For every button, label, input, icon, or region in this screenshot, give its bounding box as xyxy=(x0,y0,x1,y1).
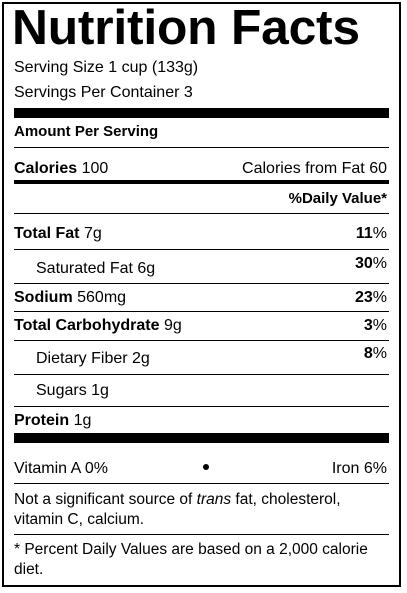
dv-percent: % xyxy=(372,317,387,334)
nutrient-amount: 560mg xyxy=(77,289,127,306)
dv-value: 8 xyxy=(363,345,373,362)
servings-per-container-row: Servings Per Container 3 xyxy=(14,84,193,102)
nutrient-row-dietary-fiber: Dietary Fiber 2g xyxy=(36,350,150,368)
divider-thin xyxy=(14,483,389,484)
label-title: Nutrition Facts xyxy=(12,1,360,55)
footnote-daily-values: * Percent Daily Values are based on a 2,… xyxy=(14,541,368,578)
serving-size-label: Serving Size xyxy=(14,59,104,76)
calories-value: 100 xyxy=(81,160,109,177)
vitamin-a: Vitamin A 0% xyxy=(14,460,108,477)
nutrient-name: Total Fat xyxy=(14,225,80,242)
divider-thick xyxy=(14,108,389,118)
divider-thick xyxy=(14,433,389,443)
nutrient-row-total-fat: Total Fat 7g xyxy=(14,225,102,243)
nutrient-dv-dietary-fiber: 8% xyxy=(364,345,387,363)
nutrient-amount: 6g xyxy=(137,260,156,277)
serving-size-value: 1 cup (133g) xyxy=(108,59,199,76)
dv-percent: % xyxy=(372,345,387,362)
footnote-text: Not a significant source of xyxy=(14,491,197,508)
calories-from-fat-value: 60 xyxy=(369,160,387,177)
nutrient-row-total-carbohydrate: Total Carbohydrate 9g xyxy=(14,317,182,335)
nutrient-amount: 1g xyxy=(91,382,109,399)
nutrient-row-sugars: Sugars 1g xyxy=(36,382,109,400)
calories-from-fat-label: Calories from Fat xyxy=(242,160,365,177)
dv-percent: % xyxy=(372,225,387,242)
nutrient-dv-saturated-fat: 30% xyxy=(355,255,387,273)
calories-label: Calories xyxy=(14,160,78,177)
divider-thin xyxy=(14,374,389,375)
dv-percent: % xyxy=(372,289,387,306)
nutrition-facts-label: Nutrition Facts Serving Size 1 cup (133g… xyxy=(2,1,401,587)
servings-value: 3 xyxy=(183,84,193,101)
dv-value: 23 xyxy=(354,289,373,306)
nutrient-name: Saturated Fat xyxy=(36,260,133,277)
nutrient-row-saturated-fat: Saturated Fat 6g xyxy=(36,260,155,278)
nutrient-row-protein: Protein 1g xyxy=(14,412,91,430)
dv-value: 30 xyxy=(354,255,373,272)
dv-value: 3 xyxy=(363,317,373,334)
divider-thin xyxy=(14,406,389,407)
nutrient-name: Dietary Fiber xyxy=(36,350,128,367)
nutrient-amount: 2g xyxy=(132,350,150,367)
nutrient-name: Protein xyxy=(14,412,70,429)
nutrient-amount: 7g xyxy=(83,225,102,242)
label-content: Nutrition Facts Serving Size 1 cup (133g… xyxy=(12,1,389,585)
nutrient-name: Sodium xyxy=(14,289,73,306)
divider-thin xyxy=(14,213,389,214)
nutrient-amount: 9g xyxy=(163,317,182,334)
calories-from-fat: Calories from Fat 60 xyxy=(242,160,387,178)
divider-thin xyxy=(14,249,389,250)
nutrient-amount: 1g xyxy=(73,412,92,429)
footnote-text: fat, cholesterol, vitamin C, calcium. xyxy=(14,491,341,528)
divider-thin xyxy=(14,534,389,535)
daily-value-header: %Daily Value* xyxy=(288,190,387,207)
servings-label: Servings Per Container xyxy=(14,84,180,101)
calories-row: Calories 100 xyxy=(14,160,108,178)
dv-value: 11 xyxy=(355,225,373,242)
nutrient-dv-sodium: 23% xyxy=(355,289,387,307)
divider-thin xyxy=(14,311,389,312)
serving-size-row: Serving Size 1 cup (133g) xyxy=(14,59,198,77)
nutrient-name: Total Carbohydrate xyxy=(14,317,160,334)
bullet-separator xyxy=(203,464,209,470)
divider-thin xyxy=(14,340,389,341)
amount-per-serving: Amount Per Serving xyxy=(14,123,159,140)
nutrient-dv-total-carbohydrate: 3% xyxy=(364,317,387,335)
nutrient-name: Sugars xyxy=(36,382,87,399)
footnote-not-significant: Not a significant source of trans fat, c… xyxy=(14,490,389,530)
nutrient-row-sodium: Sodium 560mg xyxy=(14,289,126,307)
divider-medium xyxy=(14,180,389,184)
footnote-trans: trans xyxy=(196,491,232,508)
divider-thin xyxy=(14,147,389,148)
iron: Iron 6% xyxy=(331,460,387,477)
divider-thin xyxy=(14,283,389,284)
nutrient-dv-total-fat: 11% xyxy=(356,225,387,243)
dv-percent: % xyxy=(372,255,387,272)
